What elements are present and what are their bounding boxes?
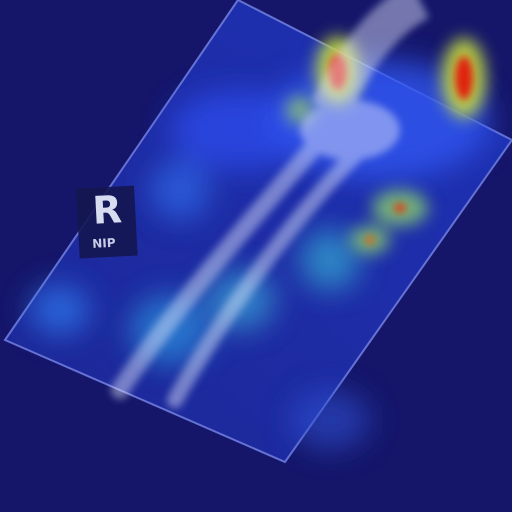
marker-letter: R [91, 187, 123, 232]
marker-box [76, 185, 138, 259]
bones [111, 0, 430, 408]
side-marker: R NIP [76, 185, 138, 259]
marker-text: NIP [92, 236, 116, 251]
